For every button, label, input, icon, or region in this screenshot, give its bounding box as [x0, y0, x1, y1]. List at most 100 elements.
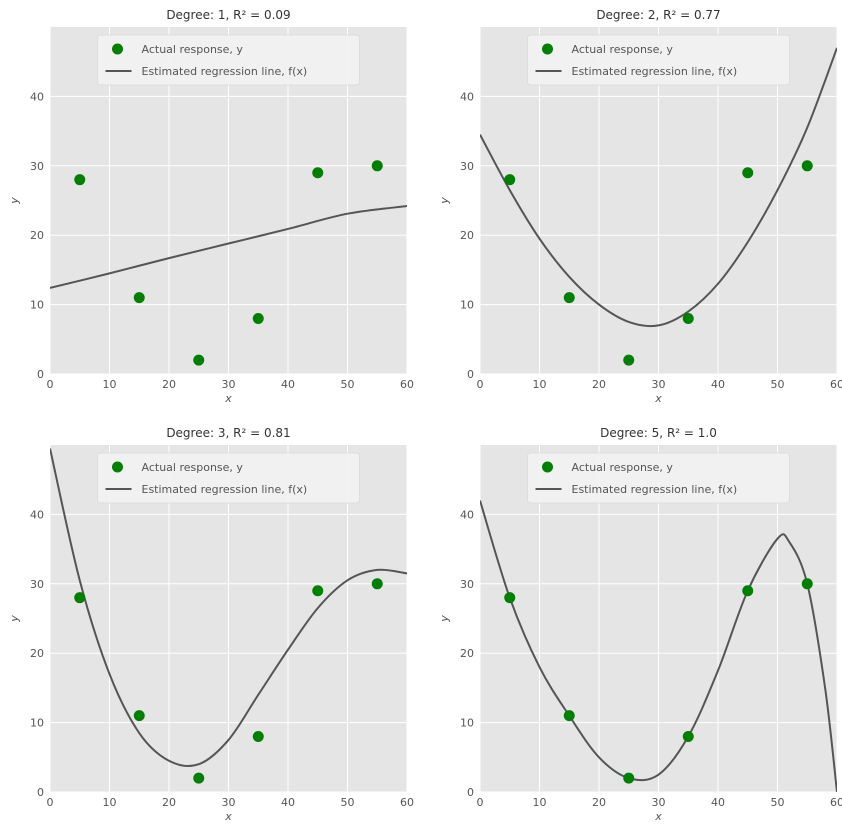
data-point — [193, 354, 205, 366]
data-point — [504, 592, 516, 604]
y-tick-label: 10 — [460, 717, 474, 730]
x-tick-label: 0 — [477, 378, 484, 391]
legend: Actual response, y Estimated regression l… — [97, 452, 360, 504]
data-point — [623, 354, 635, 366]
y-tick-label: 40 — [30, 90, 44, 103]
x-tick-label: 0 — [47, 378, 54, 391]
regression-line — [480, 47, 837, 328]
x-tick-label: 50 — [771, 796, 785, 809]
x-tick-label: 0 — [477, 796, 484, 809]
subplot-4: 0 10 20 30 40 50 60 0 10 20 30 40 x y Degree: 5, R² = … — [438, 426, 842, 823]
y-tick-label: 20 — [460, 647, 474, 660]
y-axis-label: y — [438, 615, 451, 623]
legend-label: Estimated regression line, f(x) — [142, 65, 308, 78]
y-tick-label: 0 — [467, 368, 474, 381]
x-tick-label: 30 — [222, 796, 236, 809]
x-tick-label: 50 — [341, 796, 355, 809]
y-axis-label: y — [8, 615, 21, 623]
data-point — [74, 174, 86, 186]
x-tick-label: 60 — [400, 796, 414, 809]
y-tick-label: 20 — [30, 647, 44, 660]
x-tick-label: 50 — [341, 378, 355, 391]
x-axis-label: x — [654, 392, 662, 405]
data-point — [563, 292, 575, 304]
legend-label: Estimated regression line, f(x) — [572, 65, 738, 78]
y-axis-label: y — [8, 197, 21, 205]
data-point — [623, 772, 635, 784]
data-point — [801, 160, 813, 172]
chart-title: Degree: 1, R² = 0.09 — [166, 8, 290, 22]
chart-title: Degree: 5, R² = 1.0 — [600, 426, 717, 440]
legend: Actual response, y Estimated regression l… — [527, 34, 790, 86]
x-tick-label: 40 — [711, 796, 725, 809]
y-tick-label: 0 — [37, 786, 44, 799]
legend-label: Actual response, y — [142, 461, 244, 474]
x-tick-label: 60 — [830, 796, 842, 809]
y-tick-label: 30 — [30, 160, 44, 173]
y-tick-label: 0 — [467, 786, 474, 799]
y-tick-label: 0 — [37, 368, 44, 381]
subplot-2: 0 10 20 30 40 50 60 0 10 20 30 40 x y Degree: 2, R² = … — [438, 8, 842, 405]
x-tick-label: 10 — [533, 796, 547, 809]
data-point — [252, 730, 264, 742]
x-tick-label: 30 — [222, 378, 236, 391]
x-tick-label: 40 — [281, 796, 295, 809]
x-tick-label: 40 — [281, 378, 295, 391]
y-tick-label: 20 — [460, 229, 474, 242]
series-group — [480, 500, 837, 792]
legend-box — [527, 452, 790, 504]
data-point — [563, 710, 575, 722]
data-point — [312, 167, 324, 179]
x-tick-label: 20 — [162, 378, 176, 391]
legend-label: Estimated regression line, f(x) — [572, 483, 738, 496]
x-tick-label: 20 — [592, 796, 606, 809]
x-axis-label: x — [224, 810, 232, 823]
legend-marker — [112, 461, 123, 473]
data-point — [742, 167, 754, 179]
y-tick-label: 30 — [30, 578, 44, 591]
data-point — [252, 312, 264, 324]
chart-title: Degree: 2, R² = 0.77 — [596, 8, 720, 22]
legend-label: Actual response, y — [572, 43, 674, 56]
legend-box — [97, 452, 360, 504]
x-tick-label: 30 — [652, 378, 666, 391]
series-group — [480, 47, 837, 366]
x-tick-label: 20 — [592, 378, 606, 391]
data-point — [371, 160, 383, 172]
y-tick-label: 10 — [30, 299, 44, 312]
x-tick-label: 10 — [103, 378, 117, 391]
data-point — [74, 592, 86, 604]
y-tick-label: 10 — [460, 299, 474, 312]
x-tick-label: 0 — [47, 796, 54, 809]
data-point — [193, 772, 205, 784]
legend-marker — [112, 43, 123, 55]
legend-marker — [542, 43, 553, 55]
chart-title: Degree: 3, R² = 0.81 — [166, 426, 290, 440]
subplot-3: 0 10 20 30 40 50 60 0 10 20 30 40 x y Degree: 3, R² = … — [8, 426, 414, 823]
data-point — [133, 292, 145, 304]
regression-line — [50, 448, 407, 768]
series-group — [50, 448, 407, 784]
y-tick-label: 40 — [460, 90, 474, 103]
y-tick-label: 20 — [30, 229, 44, 242]
y-tick-label: 10 — [30, 717, 44, 730]
data-point — [742, 585, 754, 597]
legend: Actual response, y Estimated regression l… — [527, 452, 790, 504]
legend-label: Actual response, y — [142, 43, 244, 56]
x-tick-label: 20 — [162, 796, 176, 809]
legend-marker — [542, 461, 553, 473]
series-group — [50, 160, 407, 366]
x-axis-label: x — [224, 392, 232, 405]
y-tick-label: 40 — [30, 508, 44, 521]
legend: Actual response, y Estimated regression l… — [97, 34, 360, 86]
x-tick-label: 60 — [400, 378, 414, 391]
regression-line — [50, 205, 407, 289]
x-tick-label: 10 — [103, 796, 117, 809]
x-tick-label: 60 — [830, 378, 842, 391]
data-point — [133, 710, 145, 722]
data-point — [312, 585, 324, 597]
x-axis-label: x — [654, 810, 662, 823]
data-point — [371, 578, 383, 590]
